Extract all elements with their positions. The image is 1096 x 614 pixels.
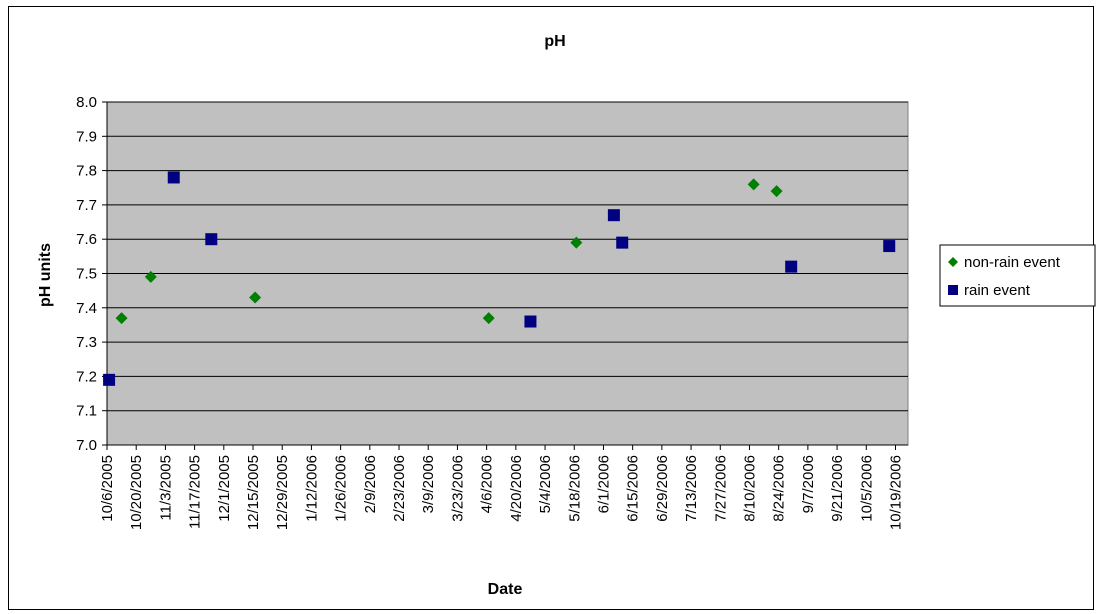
chart-title: pH	[544, 33, 565, 50]
x-tick-label: 6/15/2006	[625, 455, 642, 522]
y-tick-label: 7.0	[76, 437, 97, 454]
x-tick-label: 3/23/2006	[449, 455, 466, 522]
rain-event-point	[785, 260, 798, 273]
non-rain-event-point	[249, 291, 262, 304]
y-axis: 7.0 7.1 7.2 7.3 7.4 7.5 7.6 7.7 7.8 7.9 8.0	[76, 94, 108, 454]
y-tick-label: 7.1	[76, 403, 97, 420]
legend-marker-diamond	[948, 257, 958, 267]
y-tick-label: 7.2	[76, 368, 97, 385]
rain-event-point	[205, 233, 218, 246]
x-axis-title: Date	[488, 581, 523, 598]
data-points	[103, 171, 896, 386]
x-tick-label: 10/19/2006	[887, 455, 904, 530]
series-non-rain-event	[115, 178, 783, 325]
x-tick-label: 12/15/2005	[245, 455, 262, 530]
y-tick-label: 7.8	[76, 163, 97, 180]
y-tick-label: 8.0	[76, 94, 97, 111]
x-tick-label: 7/27/2006	[712, 455, 729, 522]
y-tick-label: 7.4	[76, 300, 97, 317]
non-rain-event-point	[115, 312, 128, 325]
x-tick-label: 5/18/2006	[566, 455, 583, 522]
y-tick-label: 7.5	[76, 266, 97, 283]
rain-event-point	[607, 209, 620, 222]
x-tick-label: 12/29/2005	[274, 455, 291, 530]
legend-box	[939, 244, 1096, 307]
non-rain-event-point	[482, 312, 495, 325]
x-tick-label: 5/4/2006	[537, 455, 554, 513]
x-tick-label: 8/24/2006	[771, 455, 788, 522]
x-tick-label: 11/17/2005	[187, 455, 204, 529]
x-tick-label: 9/21/2006	[829, 455, 846, 522]
y-tick-label: 7.6	[76, 231, 97, 248]
x-tick-label: 10/5/2006	[858, 455, 875, 522]
legend-marker-square	[948, 285, 958, 295]
legend-label: non-rain event	[964, 254, 1061, 271]
x-tick-label: 2/23/2006	[391, 455, 408, 522]
rain-event-point	[103, 373, 116, 386]
x-axis: 10/6/2005 10/20/2005 11/3/2005 11/17/2005 12…	[99, 444, 908, 530]
x-tick-label: 10/6/2005	[99, 455, 116, 522]
y-tick-label: 7.7	[76, 197, 97, 214]
rain-event-point	[524, 315, 537, 328]
x-tick-label: 3/9/2006	[420, 455, 437, 513]
x-tick-label: 6/1/2006	[595, 455, 612, 513]
x-tick-label: 9/7/2006	[800, 455, 817, 513]
rain-event-point	[616, 236, 629, 249]
x-tick-label: 11/3/2005	[157, 455, 174, 521]
non-rain-event-point	[144, 270, 157, 283]
gridlines	[107, 101, 908, 412]
rain-event-point	[883, 240, 896, 253]
y-axis-title: pH units	[37, 243, 54, 307]
non-rain-event-point	[570, 236, 583, 249]
x-tick-label: 1/26/2006	[333, 455, 350, 522]
rain-event-point	[167, 171, 180, 184]
x-tick-label: 8/10/2006	[741, 455, 758, 522]
x-tick-label: 10/20/2005	[128, 455, 145, 530]
x-tick-label: 12/1/2005	[216, 455, 233, 522]
x-tick-label: 4/20/2006	[508, 455, 525, 522]
x-tick-label: 4/6/2006	[479, 455, 496, 513]
y-tick-label: 7.9	[76, 128, 97, 145]
series-rain-event	[103, 171, 896, 386]
x-tick-label: 7/13/2006	[683, 455, 700, 522]
non-rain-event-point	[770, 185, 783, 198]
non-rain-event-point	[747, 178, 760, 191]
legend: non-rain event rain event	[939, 244, 1096, 307]
legend-label: rain event	[964, 282, 1031, 299]
x-tick-label: 1/12/2006	[303, 455, 320, 522]
x-tick-label: 6/29/2006	[654, 455, 671, 522]
y-tick-label: 7.3	[76, 334, 97, 351]
x-tick-label: 2/9/2006	[362, 455, 379, 513]
